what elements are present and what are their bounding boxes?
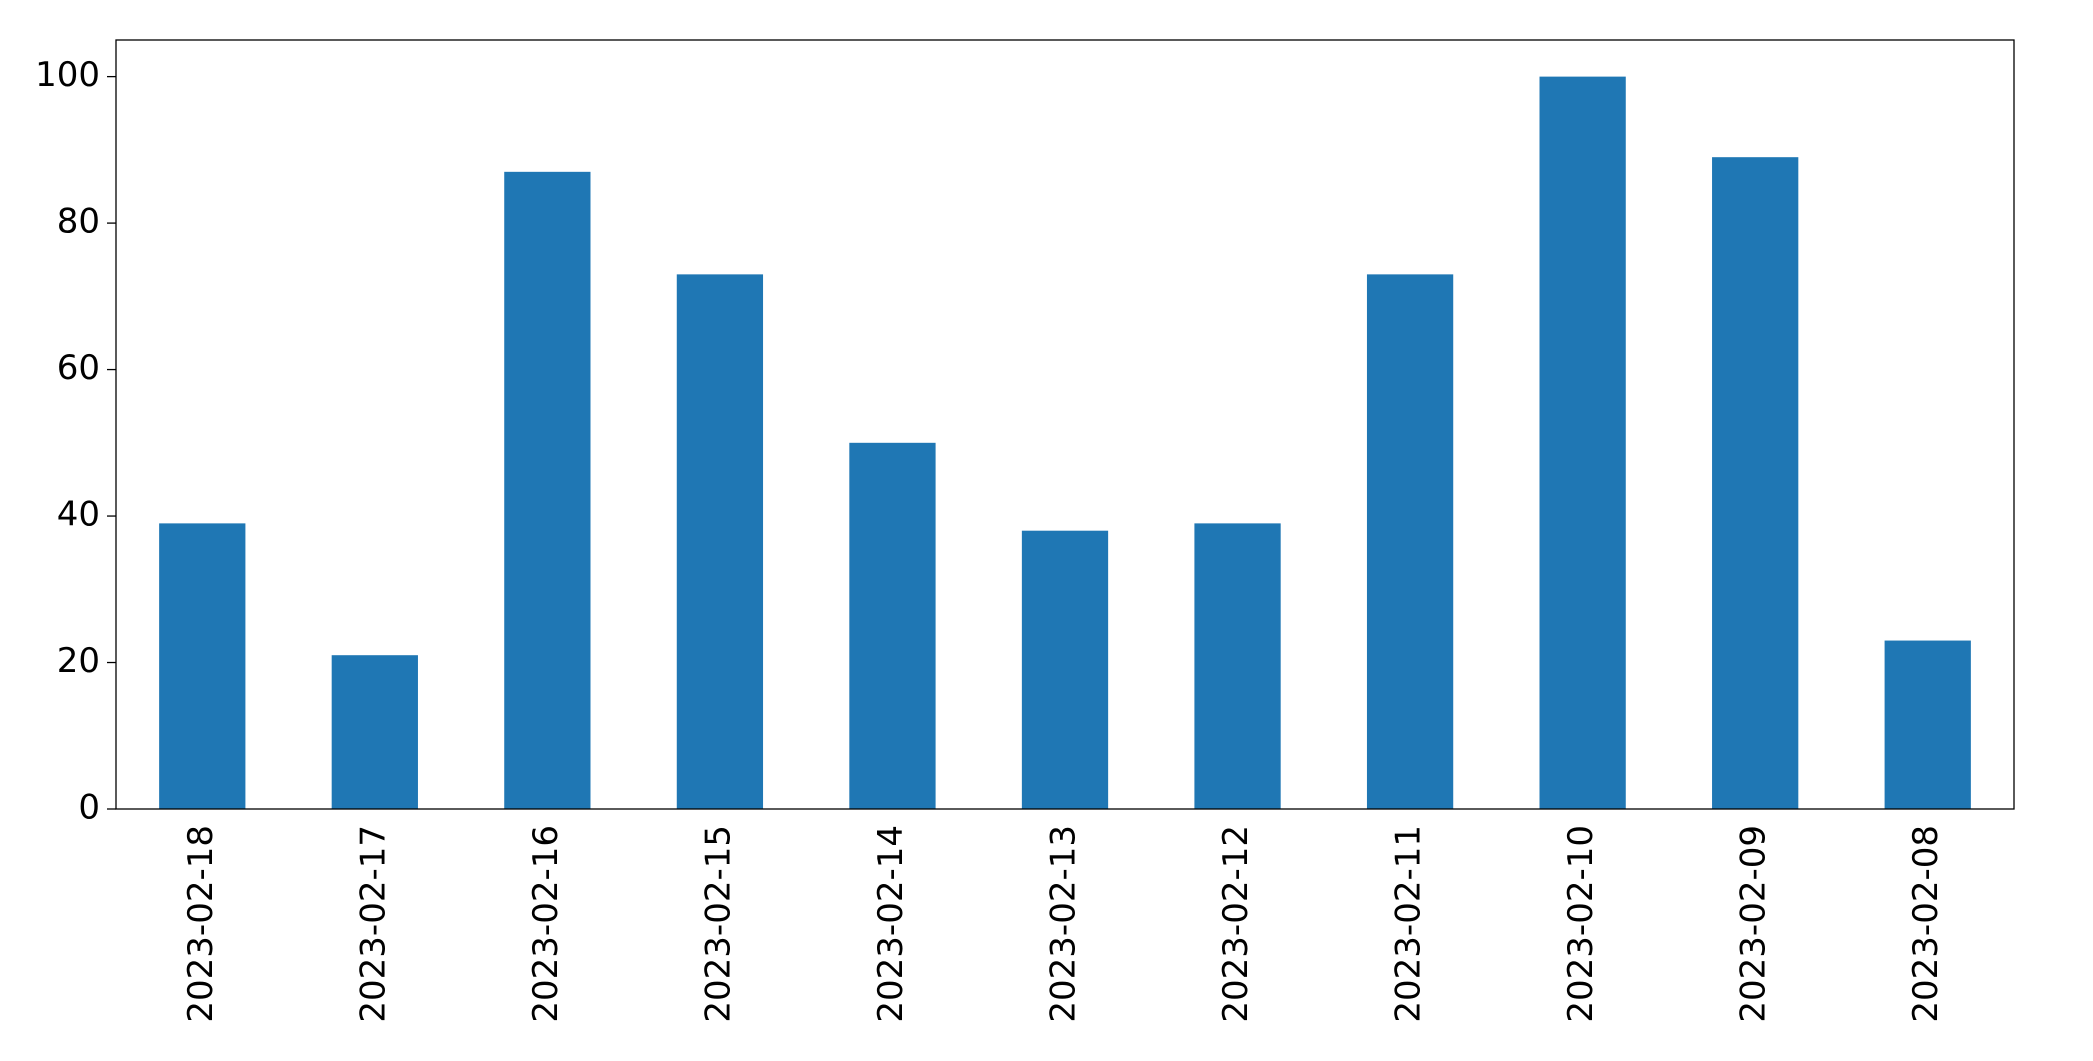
x-tick-label: 2023-02-13	[1044, 825, 1084, 1023]
bar	[1712, 157, 1799, 809]
y-tick-label: 20	[57, 641, 100, 681]
x-tick-label: 2023-02-16	[526, 825, 566, 1023]
bar	[1539, 76, 1626, 810]
bar	[676, 274, 764, 809]
bar	[1884, 640, 1971, 809]
bar	[849, 442, 936, 809]
y-tick-label: 100	[35, 55, 100, 95]
bar	[1194, 523, 1281, 809]
plot-frame	[115, 39, 2015, 810]
x-tick-label: 2023-02-09	[1734, 825, 1774, 1023]
y-tick-label: 0	[78, 788, 100, 828]
x-tick-label: 2023-02-10	[1561, 825, 1601, 1023]
bar	[504, 171, 591, 810]
y-tick-label: 40	[57, 495, 100, 535]
x-tick-label: 2023-02-14	[871, 825, 911, 1023]
x-tick-label: 2023-02-11	[1389, 825, 1429, 1023]
bar	[1021, 530, 1109, 809]
x-tick-label: 2023-02-17	[353, 825, 393, 1023]
x-tick-label: 2023-02-12	[1216, 825, 1256, 1023]
x-tick-label: 2023-02-08	[1906, 825, 1946, 1023]
y-tick-label: 80	[57, 202, 100, 242]
bar	[331, 655, 418, 809]
bar	[159, 523, 246, 809]
x-tick-label: 2023-02-15	[698, 825, 738, 1023]
x-tick-label: 2023-02-18	[181, 825, 221, 1023]
y-tick-label: 60	[57, 348, 100, 388]
bar	[1366, 274, 1454, 809]
